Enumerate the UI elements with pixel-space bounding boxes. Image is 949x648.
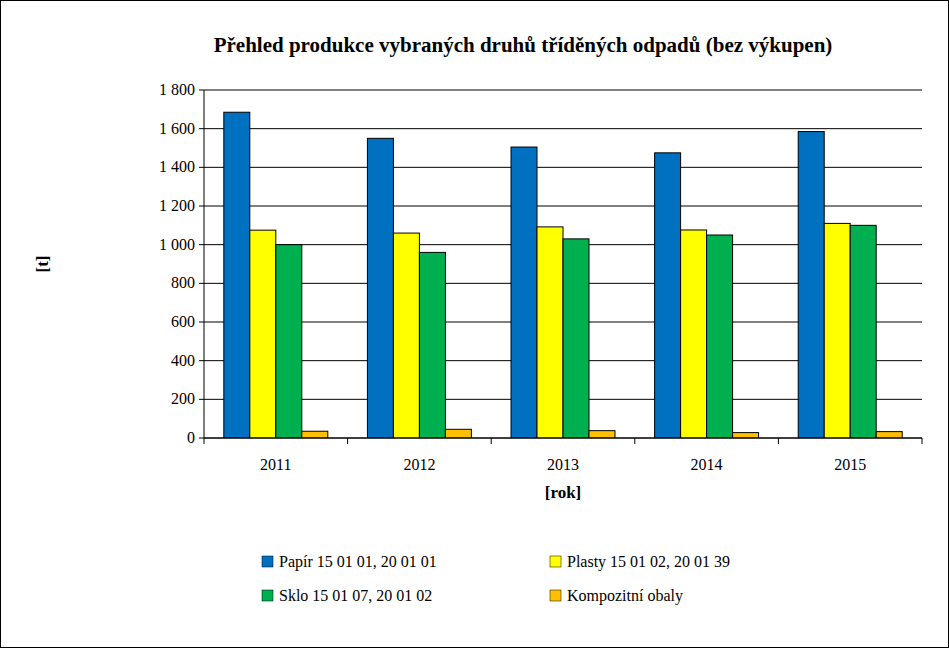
bars bbox=[224, 112, 902, 438]
grid-line bbox=[204, 438, 922, 439]
legend-swatch bbox=[550, 556, 561, 567]
bar bbox=[707, 235, 733, 438]
bar bbox=[224, 112, 250, 438]
bar bbox=[302, 431, 328, 438]
bar bbox=[393, 233, 419, 438]
bar bbox=[850, 225, 876, 438]
bar bbox=[876, 432, 902, 438]
category-label: 2011 bbox=[260, 456, 291, 473]
category-label: 2015 bbox=[834, 456, 866, 473]
bar bbox=[655, 153, 681, 438]
legend-label: Papír 15 01 01, 20 01 01 bbox=[279, 553, 437, 571]
legend-swatch bbox=[550, 590, 561, 601]
x-tick bbox=[347, 438, 348, 444]
tick-mark bbox=[199, 244, 204, 245]
tick-mark bbox=[199, 206, 204, 207]
legend-swatch bbox=[262, 590, 273, 601]
grid-line bbox=[204, 128, 922, 129]
x-axis-label: [rok] bbox=[545, 483, 582, 502]
x-tick bbox=[491, 438, 492, 444]
bar bbox=[681, 230, 707, 438]
bar bbox=[445, 429, 471, 438]
tick-mark bbox=[199, 438, 204, 439]
y-axis-label: [t] bbox=[33, 256, 52, 273]
legend-label: Plasty 15 01 02, 20 01 39 bbox=[567, 553, 730, 571]
tick-label: 1 600 bbox=[159, 120, 195, 137]
tick-label: 0 bbox=[187, 429, 195, 446]
frame bbox=[1, 1, 949, 648]
x-tick bbox=[778, 438, 779, 444]
category-label: 2013 bbox=[547, 456, 579, 473]
category-label: 2014 bbox=[691, 456, 723, 473]
x-axis bbox=[204, 438, 922, 439]
bar bbox=[824, 223, 850, 438]
tick-label: 1 200 bbox=[159, 197, 195, 214]
tick-mark bbox=[199, 399, 204, 400]
tick-mark bbox=[199, 322, 204, 323]
grid-line bbox=[204, 90, 922, 91]
legend-swatch bbox=[262, 556, 273, 567]
tick-label: 1 400 bbox=[159, 158, 195, 175]
tick-mark bbox=[199, 167, 204, 168]
chart: Přehled produkce vybraných druhů tříděný… bbox=[0, 0, 949, 648]
bar bbox=[419, 252, 445, 438]
y-axis bbox=[204, 90, 205, 438]
bar bbox=[511, 147, 537, 438]
title: Přehled produkce vybraných druhů tříděný… bbox=[214, 33, 833, 57]
tick-label: 800 bbox=[171, 274, 195, 291]
x-tick bbox=[634, 438, 635, 444]
tick-label: 1 000 bbox=[159, 236, 195, 253]
tick-label: 400 bbox=[171, 352, 195, 369]
tick-mark bbox=[199, 283, 204, 284]
tick-label: 200 bbox=[171, 390, 195, 407]
tick-mark bbox=[199, 128, 204, 129]
bar bbox=[563, 239, 589, 438]
bar bbox=[798, 132, 824, 438]
bar bbox=[276, 245, 302, 438]
x-tick bbox=[204, 438, 205, 444]
tick-mark bbox=[199, 360, 204, 361]
bar bbox=[250, 230, 276, 438]
legend-label: Sklo 15 01 07, 20 01 02 bbox=[279, 587, 432, 604]
bar bbox=[367, 138, 393, 438]
bar bbox=[589, 431, 615, 438]
bar bbox=[733, 433, 759, 438]
legend-label: Kompozitní obaly bbox=[567, 587, 683, 605]
legend: Papír 15 01 01, 20 01 01 Plasty 15 01 02,… bbox=[262, 553, 730, 605]
category-label: 2012 bbox=[403, 456, 435, 473]
tick-label: 1 800 bbox=[159, 81, 195, 98]
tick-mark bbox=[199, 90, 204, 91]
bar bbox=[537, 227, 563, 438]
x-tick bbox=[922, 438, 923, 444]
tick-label: 600 bbox=[171, 313, 195, 330]
